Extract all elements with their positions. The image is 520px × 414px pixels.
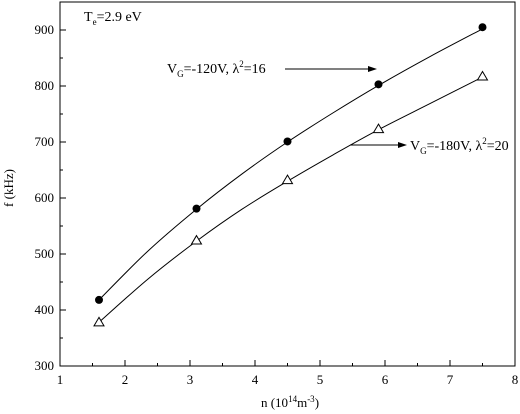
- annotation-series-1: VG=-120V, λ2=16: [167, 59, 266, 79]
- x-axis-label-mid: m: [297, 395, 307, 410]
- annotation-temperature: Te=2.9 eV: [84, 10, 142, 27]
- y-tick-label: 500: [35, 246, 55, 261]
- x-axis-label: n (1014m-3): [261, 394, 319, 410]
- x-tick-label: 8: [512, 372, 519, 387]
- annotation-series-2-sub: G: [420, 146, 427, 156]
- annotation-temperature-sub: e: [93, 17, 97, 27]
- arrow-series-1: [285, 66, 377, 72]
- data-point-series-1: [283, 137, 292, 146]
- fit-curve-series-2: [98, 76, 483, 323]
- annotation-series-1-sup: 2: [239, 59, 244, 69]
- annotation-temperature-rest: =2.9 eV: [97, 10, 142, 25]
- x-tick-label: 3: [187, 372, 194, 387]
- annotation-series-2: VG=-180V, λ2=20: [410, 136, 509, 156]
- x-tick-label: 7: [447, 372, 454, 387]
- data-point-series-2: [476, 70, 489, 81]
- data-point-series-2: [190, 234, 203, 245]
- y-tick-label: 400: [35, 302, 55, 317]
- x-axis-label-sup: 14: [288, 394, 298, 404]
- annotation-series-1-base: V: [167, 62, 177, 77]
- x-axis-label-sup2: -3: [307, 394, 315, 404]
- data-point-series-2: [281, 174, 294, 185]
- x-axis-label-main: n (10: [261, 395, 288, 410]
- y-tick-label: 700: [35, 134, 55, 149]
- y-tick-label: 800: [35, 78, 55, 93]
- annotation-series-1-end: =16: [244, 62, 266, 77]
- data-point-series-1: [374, 80, 383, 89]
- annotation-series-2-sup: 2: [482, 136, 487, 146]
- x-tick-label: 5: [317, 372, 324, 387]
- arrow-series-2: [350, 142, 407, 148]
- fit-curves: [98, 28, 483, 323]
- data-point-series-2: [372, 123, 385, 134]
- y-axis-label: f (kHz): [1, 169, 16, 207]
- annotation-series-1-sub: G: [177, 69, 184, 79]
- data-markers: [93, 23, 489, 327]
- data-point-series-1: [192, 204, 201, 213]
- data-point-series-2: [93, 316, 105, 327]
- y-tick-label: 600: [35, 190, 55, 205]
- axis-ticks: [59, 29, 516, 367]
- annotation-series-1-mid: =-120V, λ: [184, 62, 240, 77]
- axis-tick-labels: 1 2 3 4 5 6 7 8 300 400 500 600 700 800 900: [35, 22, 519, 387]
- fit-curve-series-1: [98, 28, 483, 301]
- y-tick-label: 900: [35, 22, 55, 37]
- annotation-series-2-end: =20: [487, 139, 509, 154]
- y-tick-label: 300: [35, 358, 55, 373]
- x-axis-label-end: ): [315, 395, 319, 410]
- x-tick-label: 4: [252, 372, 259, 387]
- annotation-series-2-base: V: [410, 139, 420, 154]
- data-point-series-1: [478, 23, 487, 32]
- x-tick-label: 2: [122, 372, 129, 387]
- annotation-series-2-mid: =-180V, λ: [427, 139, 483, 154]
- data-point-series-1: [95, 295, 103, 304]
- x-tick-label: 1: [57, 372, 64, 387]
- x-tick-label: 6: [382, 372, 389, 387]
- annotation-temperature-base: T: [84, 10, 93, 25]
